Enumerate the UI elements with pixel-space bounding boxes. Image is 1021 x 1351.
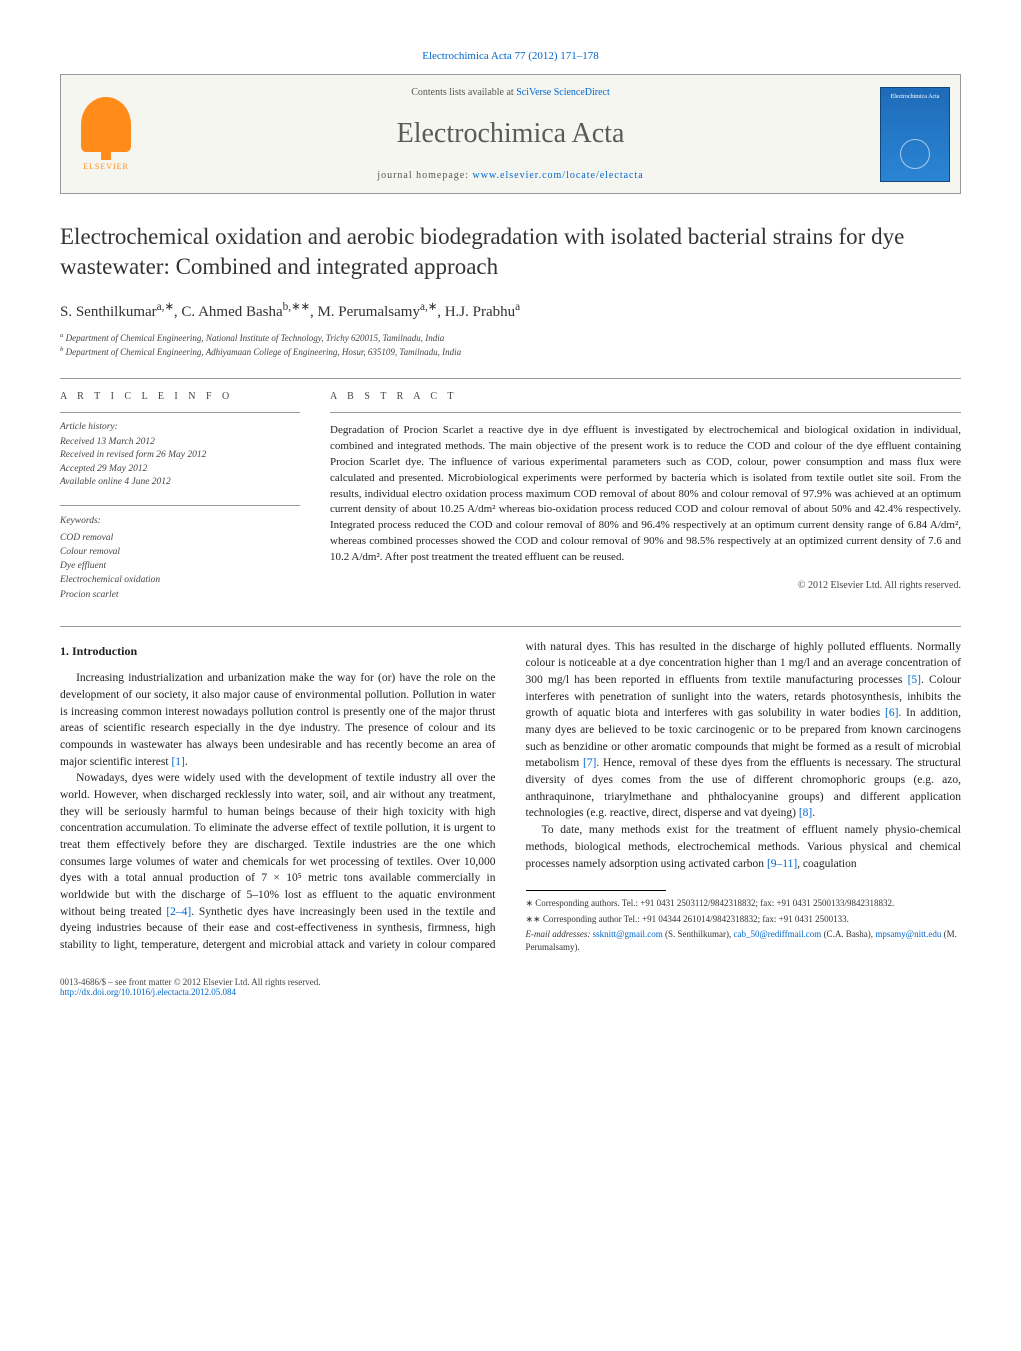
contents-prefix: Contents lists available at	[411, 87, 516, 98]
cite-7[interactable]: [9–11]	[767, 858, 797, 870]
footer-left: 0013-4686/$ – see front matter © 2012 El…	[60, 977, 321, 997]
elsevier-logo: ELSEVIER	[71, 94, 141, 174]
header-citation: Electrochimica Acta 77 (2012) 171–178	[60, 50, 961, 62]
footnote-2: ∗∗ Corresponding author Tel.: +91 04344 …	[526, 913, 962, 926]
email-label: E-mail addresses:	[526, 929, 593, 939]
body-p3b: , coagulation	[797, 858, 856, 870]
abstract-col: A B S T R A C T Degradation of Procion S…	[330, 391, 961, 602]
affiliation-a-text: Department of Chemical Engineering, Nati…	[66, 333, 445, 343]
journal-name: Electrochimica Acta	[161, 118, 860, 150]
divider-top	[60, 378, 961, 379]
keyword-0: COD removal	[60, 533, 113, 543]
affiliation-b-text: Department of Chemical Engineering, Adhi…	[66, 347, 461, 357]
meta-abstract-row: A R T I C L E I N F O Article history: R…	[60, 391, 961, 602]
article-info-label: A R T I C L E I N F O	[60, 391, 300, 402]
keyword-3: Electrochemical oxidation	[60, 575, 160, 585]
email-1-link[interactable]: ssknitt@gmail.com	[593, 929, 663, 939]
journal-header-box: ELSEVIER Contents lists available at Sci…	[60, 74, 961, 194]
sciencedirect-link[interactable]: SciVerse ScienceDirect	[516, 87, 610, 98]
keywords-label: Keywords:	[60, 514, 300, 528]
cite-3[interactable]: [5]	[908, 674, 921, 686]
cover-graphic-icon	[900, 139, 930, 169]
footnotes: ∗ Corresponding authors. Tel.: +91 0431 …	[526, 897, 962, 953]
email-1-who: (S. Senthilkumar),	[663, 929, 734, 939]
fn1-text: Corresponding authors. Tel.: +91 0431 25…	[535, 898, 894, 908]
footnotes-rule	[526, 890, 666, 891]
intro-heading: 1. Introduction	[60, 643, 496, 660]
elsevier-tree-icon	[81, 97, 131, 152]
elsevier-wordmark: ELSEVIER	[83, 162, 129, 171]
cover-title: Electrochimica Acta	[891, 94, 940, 100]
article-title: Electrochemical oxidation and aerobic bi…	[60, 222, 961, 282]
publisher-logo-cell: ELSEVIER	[61, 75, 151, 193]
abstract-label: A B S T R A C T	[330, 391, 961, 402]
fn2-text: Corresponding author Tel.: +91 04344 261…	[543, 914, 849, 924]
cover-thumb-cell: Electrochimica Acta	[870, 75, 960, 193]
history-accepted: Accepted 29 May 2012	[60, 464, 147, 474]
abstract-text: Degradation of Procion Scarlet a reactiv…	[330, 423, 961, 566]
history-online: Available online 4 June 2012	[60, 477, 171, 487]
abstract-divider	[330, 412, 961, 413]
affiliation-a: a Department of Chemical Engineering, Na…	[60, 331, 961, 346]
journal-homepage-line: journal homepage: www.elsevier.com/locat…	[161, 170, 860, 181]
keywords-block: Keywords: COD removal Colour removal Dye…	[60, 514, 300, 602]
cite-5[interactable]: [7]	[583, 757, 596, 769]
body-p1b: .	[185, 756, 188, 768]
contents-line: Contents lists available at SciVerse Sci…	[161, 87, 860, 98]
body-p3a: To date, many methods exist for the trea…	[526, 824, 962, 869]
keyword-1: Colour removal	[60, 547, 120, 557]
footnote-1: ∗ Corresponding authors. Tel.: +91 0431 …	[526, 897, 962, 910]
body-columns: 1. Introduction Increasing industrializa…	[60, 639, 961, 955]
email-2-link[interactable]: cab_50@rediffmail.com	[733, 929, 821, 939]
copyright-line: © 2012 Elsevier Ltd. All rights reserved…	[330, 580, 961, 591]
info-divider	[60, 412, 300, 413]
journal-center: Contents lists available at SciVerse Sci…	[151, 75, 870, 193]
body-p3: To date, many methods exist for the trea…	[526, 822, 962, 872]
fn2-label: ∗∗	[526, 914, 543, 924]
footnote-emails: E-mail addresses: ssknitt@gmail.com (S. …	[526, 928, 962, 953]
keyword-4: Procion scarlet	[60, 590, 118, 600]
email-2-who: (C.A. Basha),	[821, 929, 875, 939]
article-info-col: A R T I C L E I N F O Article history: R…	[60, 391, 300, 602]
affiliations: a Department of Chemical Engineering, Na…	[60, 331, 961, 360]
history-received: Received 13 March 2012	[60, 437, 155, 447]
email-3-link[interactable]: mpsamy@nitt.edu	[875, 929, 941, 939]
keyword-2: Dye effluent	[60, 561, 106, 571]
cover-thumbnail: Electrochimica Acta	[880, 87, 950, 182]
authors-line: S. Senthilkumara,∗, C. Ahmed Bashab,∗∗, …	[60, 300, 961, 321]
body-p1a: Increasing industrialization and urbaniz…	[60, 672, 496, 767]
affiliation-b: b Department of Chemical Engineering, Ad…	[60, 345, 961, 360]
cite-2[interactable]: [2–4]	[166, 906, 191, 918]
homepage-prefix: journal homepage:	[377, 170, 472, 181]
doi-link[interactable]: http://dx.doi.org/10.1016/j.electacta.20…	[60, 987, 236, 997]
page-container: Electrochimica Acta 77 (2012) 171–178 EL…	[0, 0, 1021, 1037]
cite-4[interactable]: [6]	[885, 707, 898, 719]
cite-1[interactable]: [1]	[171, 756, 184, 768]
divider-bottom	[60, 626, 961, 627]
footer-bar: 0013-4686/$ – see front matter © 2012 El…	[60, 977, 961, 997]
cite-6[interactable]: [8]	[799, 807, 812, 819]
footer-matter: 0013-4686/$ – see front matter © 2012 El…	[60, 977, 321, 987]
history-revised: Received in revised form 26 May 2012	[60, 450, 206, 460]
body-p1: Increasing industrialization and urbaniz…	[60, 670, 496, 770]
fn1-label: ∗	[526, 898, 536, 908]
body-p2f: .	[812, 807, 815, 819]
keywords-divider	[60, 505, 300, 506]
body-p2a: Nowadays, dyes were widely used with the…	[60, 772, 496, 917]
history-block: Article history: Received 13 March 2012 …	[60, 421, 300, 489]
history-label: Article history:	[60, 421, 300, 434]
journal-homepage-link[interactable]: www.elsevier.com/locate/electacta	[473, 170, 644, 181]
